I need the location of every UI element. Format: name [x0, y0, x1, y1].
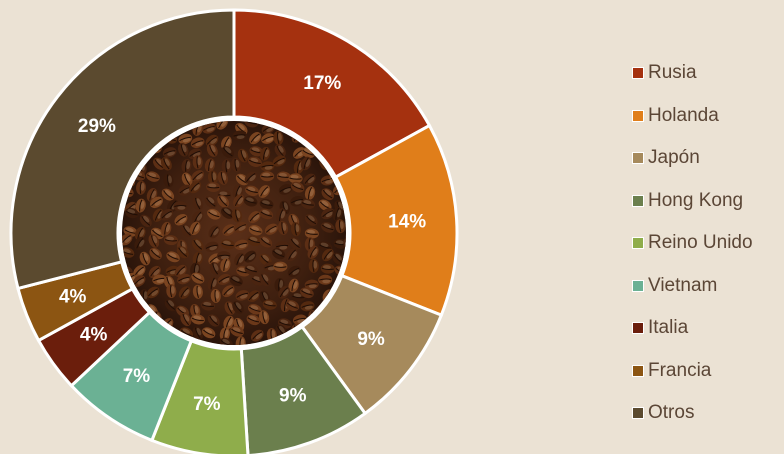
legend-swatch — [632, 67, 644, 80]
legend-label: Hong Kong — [648, 189, 744, 211]
legend-swatch — [632, 364, 644, 377]
data-label-japón: 9% — [357, 329, 385, 350]
legend-swatch — [632, 194, 644, 207]
legend-item-rusia: Rusia — [632, 52, 753, 95]
legend-label: Reino Unido — [648, 232, 753, 254]
legend-label: Italia — [648, 317, 689, 339]
data-label-holanda: 14% — [388, 212, 426, 233]
legend-item-holanda: Holanda — [632, 95, 753, 138]
data-label-reino-unido: 7% — [193, 394, 221, 415]
legend-item-japón: Japón — [632, 137, 753, 180]
data-label-vietnam: 7% — [123, 366, 151, 387]
chart-legend: Rusia Holanda Japón Hong Kong Reino Unido Vie… — [632, 52, 753, 435]
data-label-rusia: 17% — [303, 73, 341, 94]
legend-label: Francia — [648, 359, 712, 381]
legend-swatch — [632, 152, 644, 165]
data-label-hong-kong: 9% — [279, 386, 307, 407]
legend-label: Rusia — [648, 62, 697, 84]
legend-label: Vietnam — [648, 274, 718, 296]
legend-label: Otros — [648, 402, 695, 424]
legend-item-italia: Italia — [632, 307, 753, 350]
legend-item-francia: Francia — [632, 350, 753, 393]
legend-item-hong-kong: Hong Kong — [632, 180, 753, 223]
legend-item-otros: Otros — [632, 392, 753, 435]
legend-label: Japón — [648, 147, 700, 169]
data-label-francia: 4% — [59, 286, 87, 307]
legend-item-reino-unido: Reino Unido — [632, 222, 753, 265]
legend-swatch — [632, 407, 644, 420]
legend-label: Holanda — [648, 104, 719, 126]
legend-swatch — [632, 109, 644, 122]
legend-swatch — [632, 322, 644, 335]
legend-item-vietnam: Vietnam — [632, 265, 753, 308]
legend-swatch — [632, 279, 644, 292]
legend-swatch — [632, 237, 644, 250]
data-label-otros: 29% — [78, 116, 116, 137]
data-label-italia: 4% — [80, 324, 108, 345]
